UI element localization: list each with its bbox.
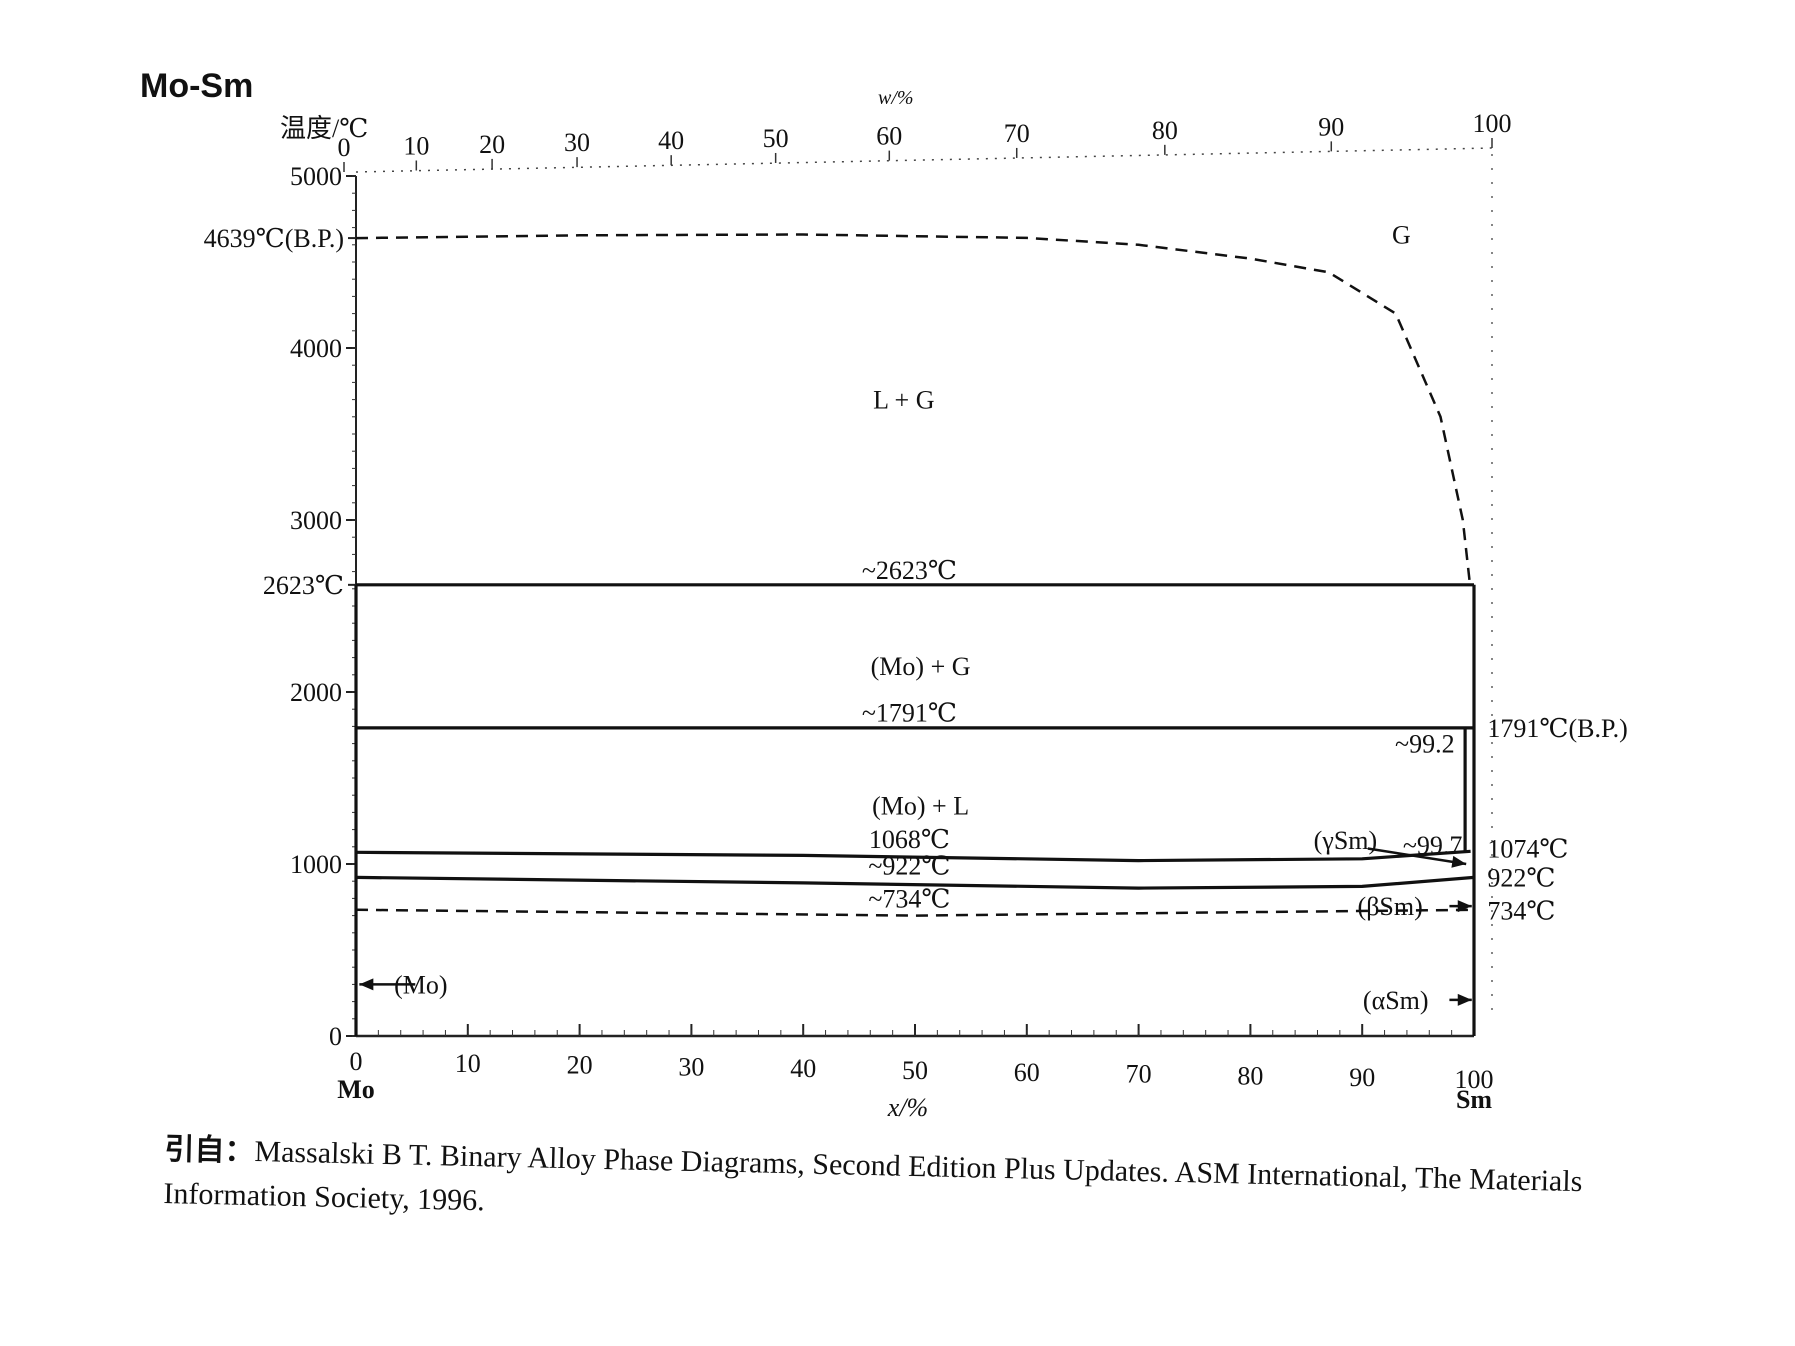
x-tick-label: 100 — [1455, 1065, 1494, 1094]
x-tick-label: 80 — [1237, 1061, 1263, 1090]
top-tick-label: 50 — [763, 124, 789, 153]
top-tick-label: 30 — [564, 128, 590, 157]
top-axis-label: w/% — [878, 87, 914, 109]
top-tick-label: 100 — [1473, 109, 1512, 138]
x-tick-label: 30 — [678, 1052, 704, 1081]
chart-annotation: ~922℃ — [868, 852, 950, 881]
citation-lead: 引自： — [164, 1132, 255, 1169]
top-tick-label: 80 — [1152, 116, 1178, 145]
solid-boundary-line — [355, 849, 1471, 863]
top-tick-label: 60 — [876, 122, 902, 151]
y-tick-label: 4000 — [290, 334, 342, 363]
x-tick-label: 20 — [567, 1051, 593, 1080]
top-tick-label: 20 — [479, 130, 505, 159]
chart-title: Mo-Sm — [140, 67, 253, 105]
chart-annotation: 1068℃ — [869, 825, 950, 854]
x-axis-label: x/% — [887, 1093, 928, 1122]
x-tick-label: 60 — [1014, 1058, 1040, 1087]
chart-annotation: (γSm) — [1314, 826, 1378, 855]
top-axis — [355, 147, 1493, 173]
chart-annotation: G — [1392, 220, 1411, 249]
chart-annotation: ~1791℃ — [862, 699, 957, 728]
arrowhead — [1451, 855, 1467, 868]
chart-annotation: 734℃ — [1487, 896, 1555, 925]
arrow-line — [1367, 847, 1467, 866]
chart-annotation: 922℃ — [1487, 863, 1555, 892]
y-tick-label: 3000 — [290, 506, 342, 535]
arrowhead — [1457, 993, 1472, 1006]
arrowhead — [1457, 900, 1472, 913]
y-tick-label: 1000 — [290, 850, 342, 879]
annotations: GL + G~2623℃(Mo) + G~1791℃(Mo) + L1068℃~… — [394, 220, 1628, 1014]
y-tick-label: 5000 — [290, 162, 342, 191]
phase-boundaries — [354, 233, 1476, 1036]
x-end-label-right: Sm — [1456, 1085, 1492, 1114]
x-end-label-left: Mo — [337, 1075, 375, 1104]
y-tick-label: 2000 — [290, 678, 342, 707]
y-special-label: 2623℃ — [263, 571, 344, 600]
y-tick-label: 0 — [329, 1022, 342, 1051]
chart-annotation: (Mo) — [394, 970, 447, 999]
chart-annotation: ~734℃ — [868, 884, 950, 913]
top-tick-label: 0 — [338, 133, 351, 162]
chart-annotation: ~99.2 — [1395, 730, 1455, 759]
dashed-boundary-line — [355, 233, 1471, 581]
chart-annotation: (βSm) — [1358, 892, 1423, 921]
x-tick-label: 0 — [350, 1047, 363, 1076]
chart-annotation: ~99.7 — [1403, 831, 1463, 860]
x-tick-label: 90 — [1349, 1063, 1375, 1092]
arrows — [359, 847, 1472, 1006]
chart-annotation: ~2623℃ — [862, 556, 957, 585]
x-tick-label: 10 — [455, 1049, 481, 1078]
solid-boundary-line — [355, 875, 1475, 890]
chart-annotation: 1791℃(B.P.) — [1487, 714, 1627, 743]
chart-annotation: (Mo) + G — [871, 652, 971, 681]
x-tick-label: 70 — [1126, 1060, 1152, 1089]
chart-annotation: (αSm) — [1363, 986, 1429, 1015]
x-tick-label: 50 — [902, 1056, 928, 1085]
arrowhead — [359, 978, 374, 991]
chart-annotation: 1074℃ — [1487, 835, 1568, 864]
y-axis-label: 温度/℃ — [280, 114, 368, 143]
top-tick-label: 40 — [658, 126, 684, 155]
y-special-label: 4639℃(B.P.) — [204, 224, 344, 253]
x-tick-label: 40 — [790, 1054, 816, 1083]
top-tick-label: 10 — [403, 131, 429, 160]
top-tick-label: 90 — [1318, 112, 1344, 141]
dashed-boundary-line — [355, 908, 1475, 917]
chart-annotation: L + G — [873, 386, 934, 415]
chart-annotation: (Mo) + L — [872, 792, 969, 821]
top-tick-label: 70 — [1004, 119, 1030, 148]
